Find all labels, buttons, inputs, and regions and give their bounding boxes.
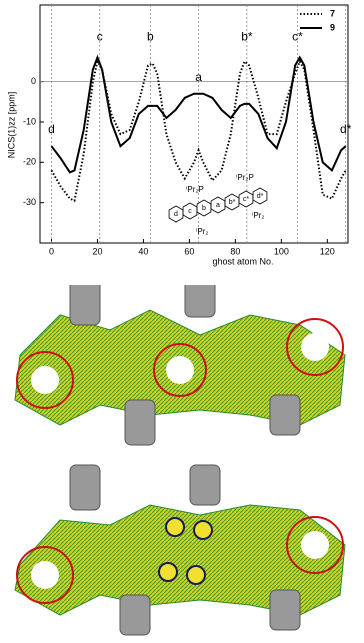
x-tick-label: 80 (230, 246, 240, 256)
y-tick-label: -30 (23, 197, 36, 207)
x-axis-label: ghost atom No. (212, 256, 273, 266)
inset-ring-label: c* (243, 196, 250, 203)
chart: ghost atom No. NICS(1)zz [ppm] 0 -10 -20 -3… (6, 4, 352, 266)
inset-ring (252, 187, 268, 205)
x-tick-label: 60 (184, 246, 194, 256)
molecule-renderings (14, 285, 346, 636)
y-axis-label: NICS(1)zz [ppm] (6, 92, 16, 159)
x-tick-label: 20 (92, 246, 102, 256)
marker-label: a (195, 70, 202, 84)
marker-label: b (147, 29, 154, 43)
rendering-top (14, 285, 346, 446)
marker-label: d* (340, 122, 352, 136)
rendering-bottom (14, 464, 346, 636)
y-tick-label: 0 (31, 76, 36, 86)
x-tick-label: 0 (49, 246, 54, 256)
marker-label: c* (292, 29, 303, 43)
x-tick-label: 100 (274, 246, 289, 256)
inset-substituent: ⁱPr₂ (252, 211, 265, 220)
inset-substituent: ⁱPr₂ (196, 227, 209, 236)
inset-ring-label: a (216, 202, 220, 209)
marker-label: d (48, 122, 55, 136)
y-tick-label: -20 (23, 157, 36, 167)
inset-ring-label: d (174, 211, 178, 218)
marker-label: b* (241, 29, 253, 43)
marker-label: c (97, 29, 103, 43)
inset-substituent: ⁱPr₂P (236, 173, 254, 182)
inset-ring-label: d* (257, 193, 264, 200)
y-tick-label: -10 (23, 116, 36, 126)
legend-label: 9 (330, 22, 335, 32)
x-tick-label: 120 (320, 246, 335, 256)
plot-frame (39, 4, 349, 244)
x-tick-label: 40 (138, 246, 148, 256)
inset-ring-label: b (202, 205, 206, 212)
series-line (50, 54, 347, 174)
legend-label: 7 (330, 8, 335, 18)
inset-ring-label: c (188, 208, 192, 215)
inset-substituent: ⁱPr₂P (186, 185, 204, 194)
inset-ring-label: b* (229, 199, 236, 206)
